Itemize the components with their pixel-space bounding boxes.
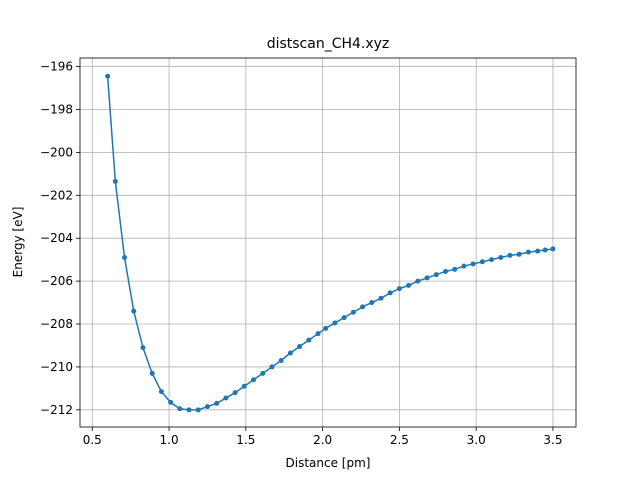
y-axis-label: Energy [eV]	[11, 207, 25, 278]
data-point	[195, 407, 201, 413]
data-point	[542, 247, 548, 253]
y-tick-label: −200	[40, 145, 73, 159]
data-point	[489, 257, 495, 263]
data-point	[360, 304, 366, 310]
y-tick-label: −196	[40, 60, 73, 74]
data-point	[278, 357, 284, 363]
data-point	[223, 395, 229, 401]
data-point	[433, 272, 439, 278]
data-point	[378, 295, 384, 301]
data-point	[332, 320, 338, 326]
plot-area: 0.5 1.0 1.5 2.0 2.5 3.0 3.5 −196 −198 −200 −202 −20…	[40, 57, 577, 447]
data-point	[516, 251, 522, 257]
data-point	[158, 389, 164, 395]
data-point	[204, 404, 210, 410]
y-tick-label: −198	[40, 102, 73, 116]
y-tick-label: −208	[40, 317, 73, 331]
data-point	[350, 309, 356, 315]
data-point	[535, 248, 541, 254]
data-point	[251, 377, 257, 383]
data-point	[479, 259, 485, 265]
data-point	[269, 364, 275, 370]
x-tick-label: 0.5	[83, 433, 102, 447]
data-point	[452, 266, 458, 272]
data-point	[177, 406, 183, 412]
axes-frame	[79, 57, 577, 428]
data-point	[306, 337, 312, 343]
data-point	[131, 308, 137, 314]
data-point	[214, 400, 220, 406]
data-point	[105, 73, 111, 79]
data-point	[287, 350, 293, 356]
x-tick-label: 3.5	[543, 433, 562, 447]
data-point	[415, 278, 421, 284]
x-tick-label: 2.5	[390, 433, 409, 447]
data-point	[140, 345, 146, 351]
data-point	[241, 383, 247, 389]
data-point	[323, 325, 329, 331]
data-point	[315, 331, 321, 337]
data-point	[498, 255, 504, 261]
data-point	[297, 344, 303, 350]
data-point	[186, 407, 192, 413]
data-point	[341, 315, 347, 321]
data-point	[406, 282, 412, 288]
y-tick-label: −204	[40, 231, 73, 245]
data-point	[424, 275, 430, 281]
x-axis-label: Distance [pm]	[286, 456, 371, 470]
data-point	[442, 268, 448, 274]
data-point	[122, 255, 128, 261]
data-point	[112, 178, 118, 184]
chart-title: distscan_CH4.xyz	[267, 36, 390, 52]
data-point	[550, 246, 556, 252]
data-point	[470, 261, 476, 267]
data-point	[369, 300, 375, 306]
data-point	[168, 399, 174, 405]
x-tick-label: 3.0	[467, 433, 486, 447]
x-tick-label: 2.0	[313, 433, 332, 447]
data-point	[396, 286, 402, 292]
data-point	[260, 370, 266, 376]
data-point	[149, 370, 155, 376]
data-point	[461, 263, 467, 269]
y-tick-label: −206	[40, 274, 73, 288]
y-tick-label: −202	[40, 188, 73, 202]
data-point	[507, 252, 513, 258]
data-point	[525, 249, 531, 255]
x-tick-label: 1.5	[236, 433, 255, 447]
y-tick-label: −210	[40, 360, 73, 374]
x-tick-label: 1.0	[160, 433, 179, 447]
data-point	[232, 390, 238, 396]
y-tick-label: −212	[40, 403, 73, 417]
data-point	[387, 290, 393, 296]
